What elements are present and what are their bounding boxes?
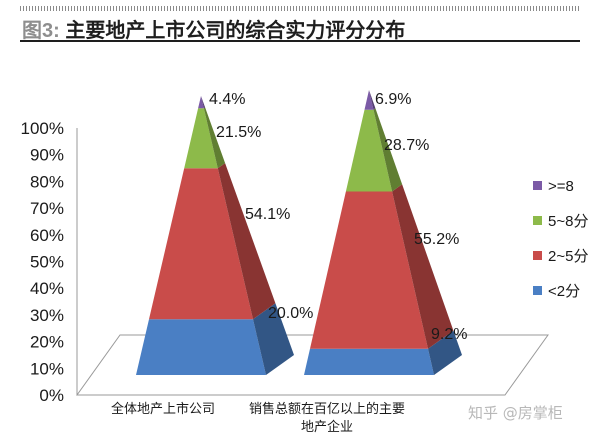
y-tick-label: 90% xyxy=(30,146,64,165)
legend-label: <2分 xyxy=(548,283,580,300)
y-tick-label: 50% xyxy=(30,253,64,272)
pyramid-segment-front xyxy=(304,348,434,375)
pyramid-segment-side xyxy=(369,90,376,110)
pyramid-segment-side xyxy=(392,184,454,349)
y-tick-label: 20% xyxy=(30,333,64,352)
y-tick-label: 10% xyxy=(30,359,64,378)
pyramid-segment-front xyxy=(198,96,204,109)
pyramid-segment-front xyxy=(310,191,428,349)
y-tick-label: 60% xyxy=(30,226,64,245)
title-underline xyxy=(20,40,580,42)
data-label: 9.2% xyxy=(431,326,467,343)
data-label: 20.0% xyxy=(268,305,313,322)
title-main: 主要地产上市公司的综合实力评分分布 xyxy=(65,20,406,42)
chart-title: 图3: 主要地产上市公司的综合实力评分分布 xyxy=(22,14,405,43)
pyramid-segment-front xyxy=(345,109,393,192)
legend-label: 2~5分 xyxy=(548,248,588,265)
data-label: 6.9% xyxy=(375,91,411,108)
data-label: 28.7% xyxy=(384,137,429,154)
data-label: 54.1% xyxy=(245,206,290,223)
y-tick-label: 70% xyxy=(30,199,64,218)
data-label: 21.5% xyxy=(216,124,261,141)
y-tick-label: 80% xyxy=(30,172,64,191)
x-category-label: 全体地产上市公司 xyxy=(111,401,215,416)
pyramid-segment-front xyxy=(184,108,218,169)
legend-swatch xyxy=(533,181,542,190)
data-label: 55.2% xyxy=(414,231,459,248)
pyramid-segment-front xyxy=(364,90,374,110)
legend-swatch xyxy=(533,251,542,260)
pyramid-segment-side xyxy=(217,163,276,320)
legend-label: >=8 xyxy=(548,178,574,195)
y-tick-label: 100% xyxy=(21,119,64,138)
watermark: 知乎 @房掌柜 xyxy=(468,404,563,422)
legend-swatch xyxy=(533,216,542,225)
pyramid-segment-side xyxy=(201,96,206,109)
pyramid-segment-front xyxy=(149,168,253,320)
pyramid-segment-side xyxy=(373,108,403,192)
data-label: 4.4% xyxy=(209,91,245,108)
title-lead: 图3: xyxy=(22,20,60,42)
pyramid-segment-side xyxy=(253,303,294,375)
pyramid-segment-front xyxy=(136,319,266,375)
legend-swatch xyxy=(533,286,542,295)
pyramid-segment-side xyxy=(428,330,462,375)
y-tick-label: 40% xyxy=(30,279,64,298)
x-category-label: 销售总额在百亿以上的主要地产企业 xyxy=(249,401,405,434)
legend-label: 5~8分 xyxy=(548,213,588,230)
pyramid-segment-side xyxy=(203,107,226,169)
title-bar: 图3: 主要地产上市公司的综合实力评分分布 xyxy=(0,0,600,44)
title-hatch-decoration xyxy=(20,6,580,11)
y-tick-label: 0% xyxy=(39,386,64,405)
y-tick-label: 30% xyxy=(30,306,64,325)
